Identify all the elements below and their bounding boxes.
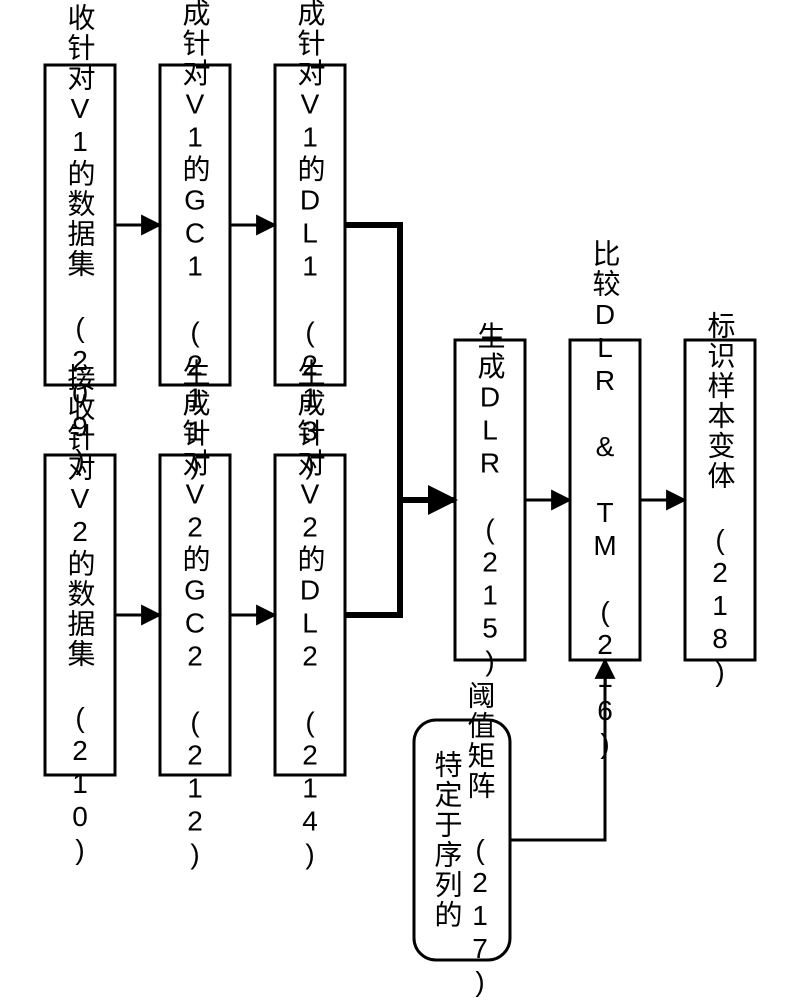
edge-merge-to-215 — [345, 225, 455, 615]
label-218: 标识样本变体 (218) — [705, 311, 736, 689]
label-210: 接收针对V2的数据集 (210) — [65, 363, 96, 867]
label-212: 生成针对V2的GC2 (212) — [180, 358, 211, 871]
label-215: 生成DLR (215) — [475, 321, 506, 678]
flowchart-canvas: 接收针对V1的数据集 (209) 生成针对V1的GC1 (211) 生成针对V1… — [0, 0, 790, 1000]
label-214: 生成针对V2的DL2 (214) — [295, 358, 326, 871]
